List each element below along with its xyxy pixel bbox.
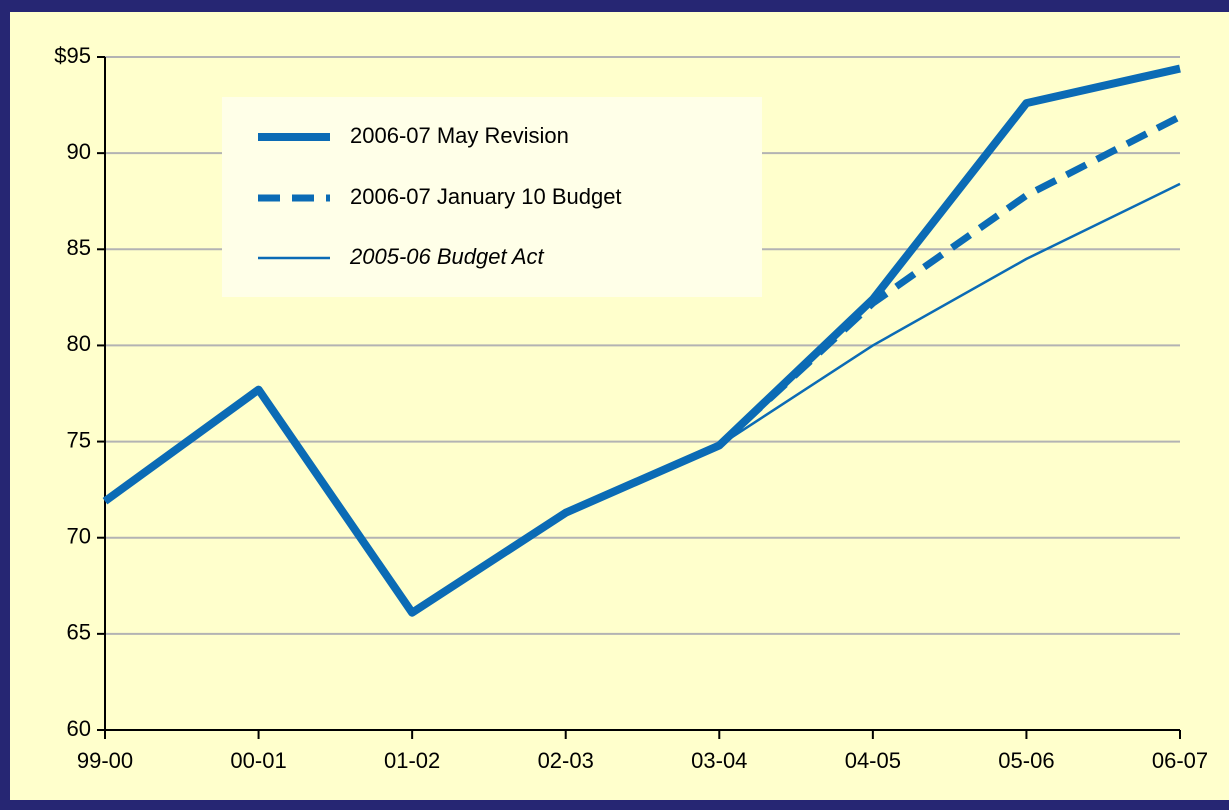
series-line — [718, 182, 1181, 447]
y-tick-label: $95 — [54, 43, 91, 68]
legend-label: 2006-07 May Revision — [350, 123, 569, 148]
legend-label: 2005-06 Budget Act — [349, 244, 545, 269]
y-tick-label: 65 — [67, 620, 91, 645]
x-tick-label: 06-07 — [1152, 748, 1208, 773]
legend-label: 2006-07 January 10 Budget — [350, 184, 622, 209]
y-tick-label: 85 — [67, 235, 91, 260]
x-tick-label: 01-02 — [384, 748, 440, 773]
x-tick-label: 02-03 — [538, 748, 594, 773]
series-line — [102, 64, 1181, 617]
y-tick-label: 60 — [67, 716, 91, 741]
x-tick-label: 00-01 — [230, 748, 286, 773]
x-tick-label: 05-06 — [998, 748, 1054, 773]
x-tick-label: 03-04 — [691, 748, 747, 773]
y-tick-label: 90 — [67, 139, 91, 164]
y-tick-label: 80 — [67, 331, 91, 356]
y-tick-label: 70 — [67, 524, 91, 549]
y-tick-label: 75 — [67, 427, 91, 452]
x-tick-label: 99-00 — [77, 748, 133, 773]
x-tick-label: 04-05 — [845, 748, 901, 773]
